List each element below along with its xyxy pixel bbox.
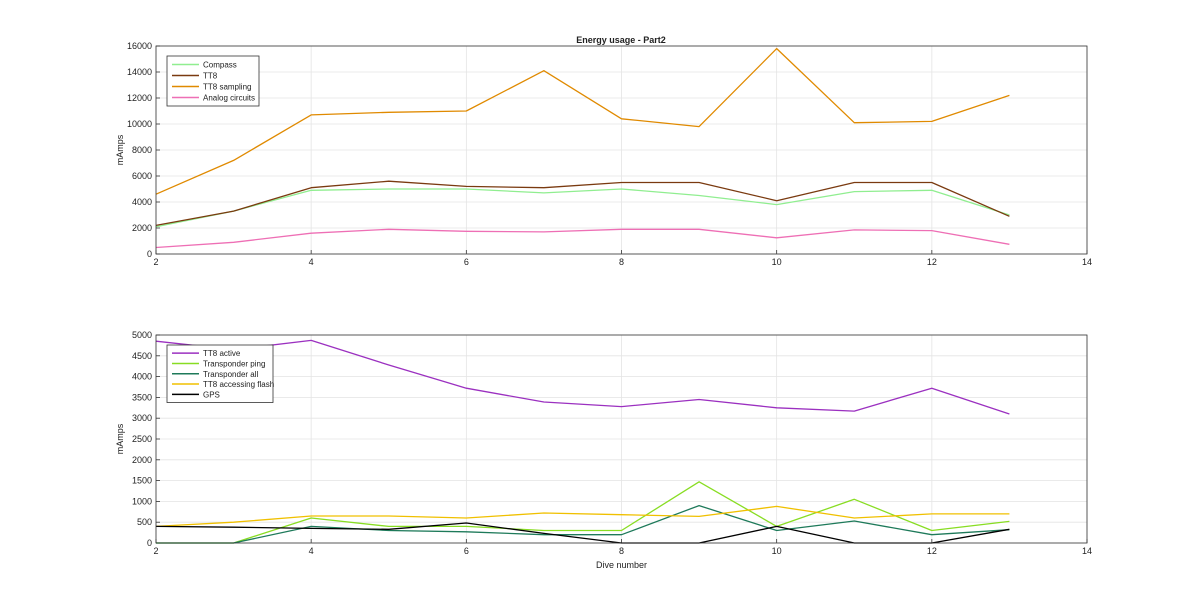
y-tick-label: 14000 xyxy=(127,67,152,77)
y-axis-label: mAmps xyxy=(115,134,125,165)
axes-frame xyxy=(155,45,1088,255)
x-tick-label: 14 xyxy=(1082,546,1092,556)
legend-label: TT8 sampling xyxy=(203,83,251,92)
x-tick-label: 6 xyxy=(464,257,469,267)
legend-label: Compass xyxy=(203,61,237,70)
top-chart: 2 4 6 8 10 12 14 0 2000 4000 6000 8000 10000 12000 140… xyxy=(115,41,1092,267)
legend-label: Transponder all xyxy=(203,370,259,379)
y-tick-label: 12000 xyxy=(127,93,152,103)
x-tick-label: 8 xyxy=(619,257,624,267)
legend-label: Transponder ping xyxy=(203,359,265,368)
y-tick-label: 4500 xyxy=(132,351,152,361)
y-tick-label: 500 xyxy=(137,517,152,527)
x-tick-label: 2 xyxy=(153,257,158,267)
x-axis-label: Dive number xyxy=(596,560,647,570)
y-tick-label: 2000 xyxy=(132,223,152,233)
x-tick-label: 12 xyxy=(927,257,937,267)
y-tick-label: 0 xyxy=(147,538,152,548)
y-tick-label: 3000 xyxy=(132,413,152,423)
y-tick-label: 4000 xyxy=(132,197,152,207)
legend-label: Analog circuits xyxy=(203,94,255,103)
series-line-analog-circuits xyxy=(155,228,1010,249)
legend-label: GPS xyxy=(203,390,220,399)
series-line-tt8-active xyxy=(155,339,1010,415)
x-tick-label: 4 xyxy=(309,546,314,556)
legend-label: TT8 xyxy=(203,72,218,81)
y-tick-label: 0 xyxy=(147,249,152,259)
y-tick-label: 1500 xyxy=(132,476,152,486)
series-line-transponder-ping xyxy=(156,481,1010,544)
legend-label: TT8 active xyxy=(203,349,241,358)
series-line-tt8-accessing-flash xyxy=(155,505,1010,528)
chart-title: Energy usage - Part2 xyxy=(576,35,666,45)
x-tick-label: 8 xyxy=(619,546,624,556)
x-tick-label: 12 xyxy=(927,546,937,556)
x-tick-label: 4 xyxy=(309,257,314,267)
y-tick-label: 2000 xyxy=(132,455,152,465)
y-tick-label: 8000 xyxy=(132,145,152,155)
x-tick-label: 14 xyxy=(1082,257,1092,267)
y-tick-label: 5000 xyxy=(132,330,152,340)
series-line-tt8 xyxy=(155,180,1010,227)
x-tick-label: 6 xyxy=(464,546,469,556)
legend: Compass TT8 TT8 sampling Analog circuits xyxy=(166,55,260,107)
legend-label: TT8 accessing flash xyxy=(203,380,274,389)
y-tick-label: 2500 xyxy=(132,434,152,444)
y-axis-label: mAmps xyxy=(115,423,125,454)
axes-frame xyxy=(155,334,1088,544)
series-line-transponder-all xyxy=(156,504,1010,544)
y-tick-label: 1000 xyxy=(132,496,152,506)
y-tick-label: 16000 xyxy=(127,41,152,51)
x-tick-label: 10 xyxy=(772,257,782,267)
y-tick-label: 10000 xyxy=(127,119,152,129)
bottom-chart: 2 4 6 8 10 12 14 0 500 1000 1500 2000 2500 3000 3500 40… xyxy=(115,330,1092,570)
x-tick-label: 10 xyxy=(772,546,782,556)
series-line-compass xyxy=(155,188,1010,228)
x-tick-label: 2 xyxy=(153,546,158,556)
y-tick-label: 6000 xyxy=(132,171,152,181)
series-line-tt8-sampling xyxy=(155,47,1010,195)
y-tick-label: 4000 xyxy=(132,372,152,382)
y-tick-label: 3500 xyxy=(132,392,152,402)
